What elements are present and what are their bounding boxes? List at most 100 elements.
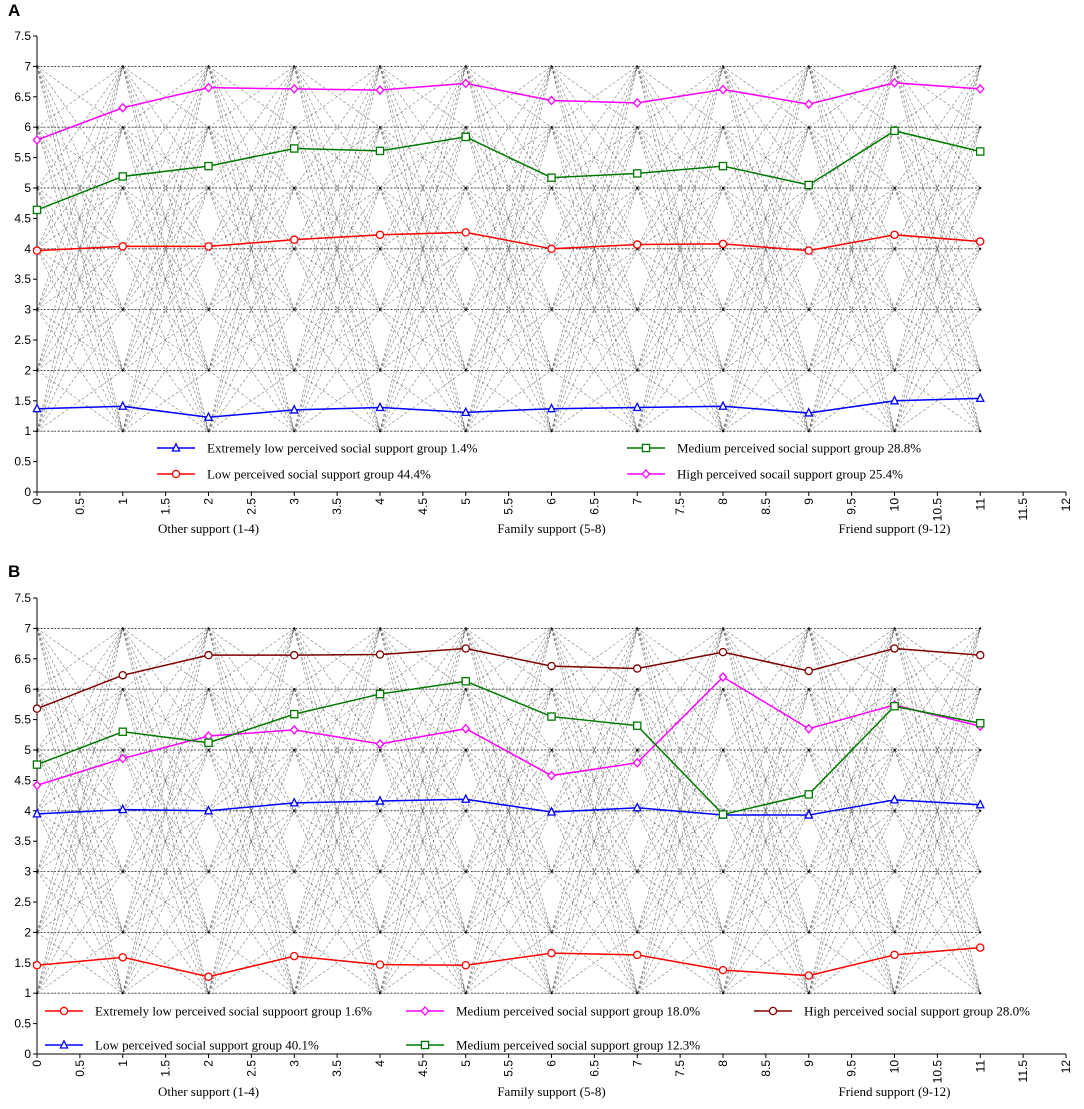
pattern-line — [636, 127, 724, 432]
pattern-node — [721, 65, 725, 68]
data-point — [632, 401, 642, 412]
pattern-line — [894, 628, 981, 690]
pattern-node — [979, 627, 982, 630]
pattern-line — [208, 127, 295, 371]
pattern-node — [893, 369, 896, 372]
pattern-line — [636, 749, 724, 994]
data-point — [289, 83, 299, 94]
x-tick-label: 6 — [545, 498, 559, 505]
pattern-node — [636, 369, 639, 372]
pattern-node — [550, 126, 553, 129]
legend-label: Low perceived social support group 44.4% — [207, 467, 431, 482]
data-point — [32, 704, 42, 713]
pattern-node — [893, 931, 896, 934]
data-point — [289, 709, 299, 719]
data-point — [976, 943, 985, 952]
pattern-line — [122, 248, 209, 432]
pattern-line — [293, 66, 381, 310]
pattern-line — [208, 187, 295, 432]
pattern-line — [379, 66, 467, 432]
data-point — [461, 793, 471, 803]
pattern-line — [36, 187, 124, 432]
pattern-node — [636, 992, 639, 995]
pattern-line — [465, 689, 552, 933]
pattern-node — [807, 65, 810, 68]
data-point — [547, 95, 556, 106]
pattern-line — [36, 749, 124, 994]
chart-panel-b: B00.511.522.533.544.555.566.577.50 0.5 1 1.… — [8, 562, 1073, 1099]
pattern-line — [636, 628, 724, 933]
pattern-line — [636, 187, 724, 432]
pattern-line — [722, 248, 809, 432]
pattern-line — [808, 628, 895, 933]
x-tick-label: 5 — [459, 498, 473, 505]
data-point — [804, 180, 814, 190]
data-point — [718, 647, 728, 657]
pattern-line — [36, 127, 124, 371]
pattern-line — [808, 127, 895, 371]
x-tick-label: 0.5 — [73, 1060, 87, 1077]
pattern-line — [379, 749, 467, 994]
data-point — [633, 721, 642, 730]
series-4 — [32, 677, 985, 819]
pattern-line — [293, 187, 381, 432]
data-point — [804, 809, 814, 819]
pattern-line — [122, 66, 209, 310]
series-line — [36, 82, 981, 141]
pattern-node — [207, 186, 210, 190]
y-tick-label: 6 — [24, 682, 31, 696]
pattern-node — [979, 247, 982, 250]
pattern-node — [636, 126, 639, 129]
pattern-line — [722, 66, 809, 249]
pattern-line — [894, 370, 981, 432]
pattern-line — [637, 810, 724, 994]
pattern-line — [637, 628, 724, 690]
response-pattern-lines — [35, 65, 982, 433]
pattern-line — [636, 187, 724, 432]
pattern-line — [122, 127, 209, 371]
pattern-node — [378, 308, 382, 311]
pattern-line — [636, 689, 724, 933]
x-tick-label: 4.5 — [416, 1060, 430, 1077]
pattern-node — [550, 870, 553, 873]
pattern-node — [550, 430, 553, 433]
y-tick-label: 3.5 — [14, 272, 31, 286]
pattern-line — [551, 66, 638, 128]
x-tick-label: 2 — [202, 498, 216, 505]
pattern-line — [722, 66, 810, 371]
pattern-line — [551, 66, 638, 310]
pattern-line — [294, 66, 381, 128]
pattern-line — [465, 187, 552, 432]
data-point — [890, 950, 899, 960]
pattern-line — [122, 628, 209, 872]
pattern-line — [36, 248, 123, 432]
pattern-line — [465, 628, 552, 811]
data-point — [375, 795, 385, 805]
y-tick-label: 6.5 — [14, 90, 31, 104]
data-point — [889, 794, 900, 804]
pattern-node — [979, 308, 982, 311]
pattern-line — [122, 628, 209, 872]
pattern-node — [378, 126, 382, 129]
pattern-line — [551, 628, 638, 811]
data-point — [204, 738, 213, 747]
pattern-line — [722, 628, 810, 872]
x-tick-label: 1 — [116, 498, 130, 505]
data-point — [718, 400, 728, 410]
y-tick-label: 5.5 — [14, 713, 31, 727]
pattern-node — [207, 931, 210, 934]
data-point — [118, 242, 128, 251]
data-point — [804, 666, 814, 676]
pattern-line — [208, 127, 295, 432]
data-point — [118, 172, 128, 181]
x-tick-label: 4.5 — [416, 498, 430, 515]
pattern-node — [378, 809, 382, 812]
pattern-line — [894, 810, 981, 994]
pattern-line — [122, 127, 209, 371]
pattern-line — [722, 127, 810, 371]
series-2 — [32, 793, 985, 819]
data-point — [118, 753, 128, 764]
pattern-node — [721, 870, 725, 873]
data-point — [718, 810, 728, 819]
pattern-node — [378, 247, 382, 250]
